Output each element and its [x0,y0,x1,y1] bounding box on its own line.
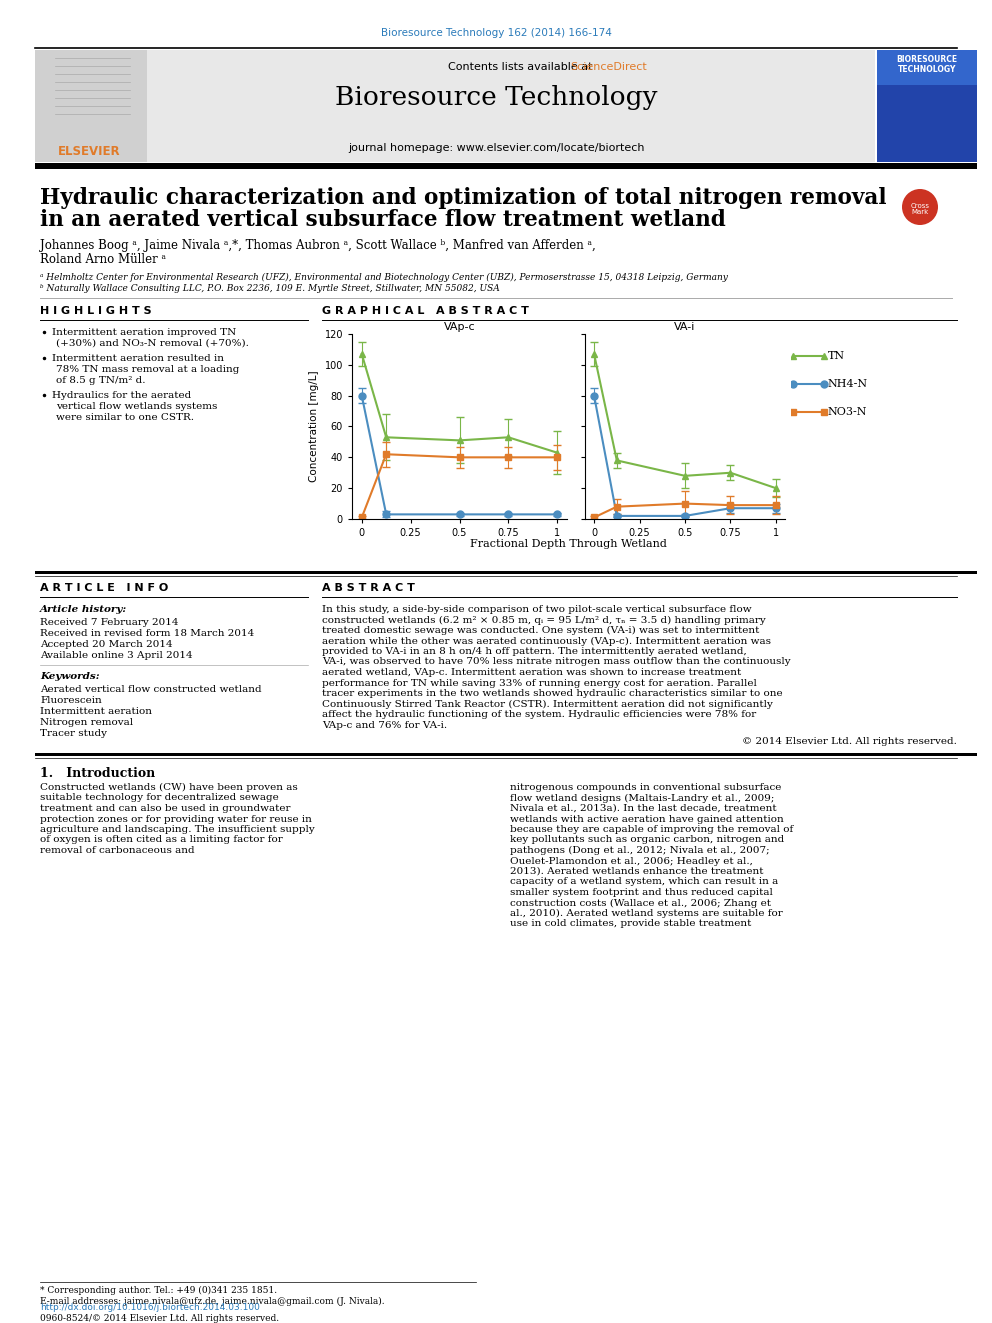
Bar [877,50,977,161]
Text: Cross: Cross [911,202,930,209]
Text: provided to VA-i in an 8 h on/4 h off pattern. The intermittently aerated wetlan: provided to VA-i in an 8 h on/4 h off pa… [322,647,747,656]
Text: Constructed wetlands (CW) have been proven as: Constructed wetlands (CW) have been prov… [40,783,298,792]
Text: Ouelet-Plamondon et al., 2006; Headley et al.,: Ouelet-Plamondon et al., 2006; Headley e… [510,856,753,865]
Title: VA-i: VA-i [675,321,695,332]
Text: construction costs (Wallace et al., 2006; Zhang et: construction costs (Wallace et al., 2006… [510,898,771,908]
Text: * Corresponding author. Tel.: +49 (0)341 235 1851.: * Corresponding author. Tel.: +49 (0)341… [40,1286,277,1295]
Bar [35,572,977,573]
Text: Nivala et al., 2013a). In the last decade, treatment: Nivala et al., 2013a). In the last decad… [510,804,777,814]
Text: aerated wetland, VAp-c. Intermittent aeration was shown to increase treatment: aerated wetland, VAp-c. Intermittent aer… [322,668,741,677]
Text: Bioresource Technology 162 (2014) 166-174: Bioresource Technology 162 (2014) 166-17… [381,28,611,38]
Text: use in cold climates, provide stable treatment: use in cold climates, provide stable tre… [510,919,751,929]
Text: aeration while the other was aerated continuously (VAp-c). Intermittent aeration: aeration while the other was aerated con… [322,636,771,646]
Text: Received 7 February 2014: Received 7 February 2014 [40,618,179,627]
Text: BIORESOURCE: BIORESOURCE [897,56,957,64]
Text: journal homepage: www.elsevier.com/locate/biortech: journal homepage: www.elsevier.com/locat… [348,143,644,153]
Text: © 2014 Elsevier Ltd. All rights reserved.: © 2014 Elsevier Ltd. All rights reserved… [742,737,957,746]
Text: VA-i, was observed to have 70% less nitrate nitrogen mass outflow than the conti: VA-i, was observed to have 70% less nitr… [322,658,791,667]
Text: Available online 3 April 2014: Available online 3 April 2014 [40,651,192,660]
Text: flow wetland designs (Maltais-Landry et al., 2009;: flow wetland designs (Maltais-Landry et … [510,794,775,803]
Text: Fractional Depth Through Wetland: Fractional Depth Through Wetland [470,538,667,549]
Text: VAp-c and 76% for VA-i.: VAp-c and 76% for VA-i. [322,721,447,729]
Text: vertical flow wetlands systems: vertical flow wetlands systems [56,402,217,411]
Text: ᵇ Naturally Wallace Consulting LLC, P.O. Box 2236, 109 E. Myrtle Street, Stillwa: ᵇ Naturally Wallace Consulting LLC, P.O.… [40,284,500,292]
Title: VAp-c: VAp-c [443,321,475,332]
Text: Mark: Mark [912,209,929,216]
Text: ᵃ Helmholtz Center for Environmental Research (UFZ), Environmental and Biotechno: ᵃ Helmholtz Center for Environmental Res… [40,273,728,282]
Text: In this study, a side-by-side comparison of two pilot-scale vertical subsurface : In this study, a side-by-side comparison… [322,605,752,614]
Text: TN: TN [828,351,845,361]
Text: treated domestic sewage was conducted. One system (VA-i) was set to intermittent: treated domestic sewage was conducted. O… [322,626,759,635]
Bar [35,50,147,161]
Text: Fluorescein: Fluorescein [40,696,102,705]
Text: ELSEVIER: ELSEVIER [58,146,120,157]
Text: A B S T R A C T: A B S T R A C T [322,583,415,593]
Text: al., 2010). Aerated wetland systems are suitable for: al., 2010). Aerated wetland systems are … [510,909,783,918]
Text: A R T I C L E   I N F O: A R T I C L E I N F O [40,583,169,593]
Text: were similar to one CSTR.: were similar to one CSTR. [56,413,194,422]
Text: Bioresource Technology: Bioresource Technology [334,85,658,110]
Text: http://dx.doi.org/10.1016/j.biortech.2014.03.100: http://dx.doi.org/10.1016/j.biortech.201… [40,1303,260,1312]
Bar [35,50,875,161]
Text: Received in revised form 18 March 2014: Received in revised form 18 March 2014 [40,628,254,638]
Text: smaller system footprint and thus reduced capital: smaller system footprint and thus reduce… [510,888,773,897]
Text: Hydraulic characterization and optimization of total nitrogen removal: Hydraulic characterization and optimizat… [40,187,887,209]
Text: 0960-8524/© 2014 Elsevier Ltd. All rights reserved.: 0960-8524/© 2014 Elsevier Ltd. All right… [40,1314,279,1323]
Text: tracer experiments in the two wetlands showed hydraulic characteristics similar : tracer experiments in the two wetlands s… [322,689,783,699]
Bar [35,163,977,169]
Text: Intermittent aeration: Intermittent aeration [40,706,152,716]
Circle shape [902,189,938,225]
Text: ScienceDirect: ScienceDirect [570,62,647,71]
Text: Accepted 20 March 2014: Accepted 20 March 2014 [40,640,173,650]
Text: (+30%) and NO₃-N removal (+70%).: (+30%) and NO₃-N removal (+70%). [56,339,249,348]
Text: 78% TN mass removal at a loading: 78% TN mass removal at a loading [56,365,239,374]
Text: NO3-N: NO3-N [828,407,867,417]
Y-axis label: Concentration [mg/L]: Concentration [mg/L] [309,370,318,483]
Text: performance for TN while saving 33% of running energy cost for aeration. Paralle: performance for TN while saving 33% of r… [322,679,757,688]
Text: Tracer study: Tracer study [40,729,107,738]
Text: because they are capable of improving the removal of: because they are capable of improving th… [510,826,794,833]
Text: E-mail addresses: jaime.nivala@ufz.de, jaime.nivala@gmail.com (J. Nivala).: E-mail addresses: jaime.nivala@ufz.de, j… [40,1297,385,1306]
Text: Continuously Stirred Tank Reactor (CSTR). Intermittent aeration did not signific: Continuously Stirred Tank Reactor (CSTR)… [322,700,773,709]
Text: pathogens (Dong et al., 2012; Nivala et al., 2007;: pathogens (Dong et al., 2012; Nivala et … [510,845,770,855]
Text: agriculture and landscaping. The insufficient supply: agriculture and landscaping. The insuffi… [40,826,314,833]
Text: of oxygen is often cited as a limiting factor for: of oxygen is often cited as a limiting f… [40,836,283,844]
Text: NH4-N: NH4-N [828,378,868,389]
Text: Article history:: Article history: [40,605,127,614]
Text: Intermittent aeration improved TN: Intermittent aeration improved TN [52,328,236,337]
Text: affect the hydraulic functioning of the system. Hydraulic efficiencies were 78% : affect the hydraulic functioning of the … [322,710,756,718]
Text: of 8.5 g TN/m² d.: of 8.5 g TN/m² d. [56,376,146,385]
Text: G R A P H I C A L   A B S T R A C T: G R A P H I C A L A B S T R A C T [322,306,529,316]
Bar [35,753,977,755]
Text: Contents lists available at: Contents lists available at [448,62,596,71]
Text: Keywords:: Keywords: [40,672,99,681]
Bar [877,50,977,85]
Text: nitrogenous compounds in conventional subsurface: nitrogenous compounds in conventional su… [510,783,782,792]
Text: removal of carbonaceous and: removal of carbonaceous and [40,845,194,855]
Text: Intermittent aeration resulted in: Intermittent aeration resulted in [52,355,224,363]
Text: 1.   Introduction: 1. Introduction [40,767,156,781]
Text: capacity of a wetland system, which can result in a: capacity of a wetland system, which can … [510,877,779,886]
Text: treatment and can also be used in groundwater: treatment and can also be used in ground… [40,804,291,814]
Text: protection zones or for providing water for reuse in: protection zones or for providing water … [40,815,311,823]
Text: TECHNOLOGY: TECHNOLOGY [898,65,956,74]
Text: H I G H L I G H T S: H I G H L I G H T S [40,306,152,316]
Text: key pollutants such as organic carbon, nitrogen and: key pollutants such as organic carbon, n… [510,836,785,844]
Text: in an aerated vertical subsurface flow treatment wetland: in an aerated vertical subsurface flow t… [40,209,726,232]
Text: Johannes Boog ᵃ, Jaime Nivala ᵃ,*, Thomas Aubron ᵃ, Scott Wallace ᵇ, Manfred van: Johannes Boog ᵃ, Jaime Nivala ᵃ,*, Thoma… [40,239,596,251]
Text: 2013). Aerated wetlands enhance the treatment: 2013). Aerated wetlands enhance the trea… [510,867,764,876]
Text: wetlands with active aeration have gained attention: wetlands with active aeration have gaine… [510,815,784,823]
Text: Nitrogen removal: Nitrogen removal [40,718,133,728]
Text: Hydraulics for the aerated: Hydraulics for the aerated [52,392,191,400]
Text: suitable technology for decentralized sewage: suitable technology for decentralized se… [40,794,279,803]
Text: Roland Arno Müller ᵃ: Roland Arno Müller ᵃ [40,253,166,266]
Text: Aerated vertical flow constructed wetland: Aerated vertical flow constructed wetlan… [40,685,262,695]
Text: constructed wetlands (6.2 m² × 0.85 m, qᵢ = 95 L/m² d, τₙ = 3.5 d) handling prim: constructed wetlands (6.2 m² × 0.85 m, q… [322,615,766,624]
